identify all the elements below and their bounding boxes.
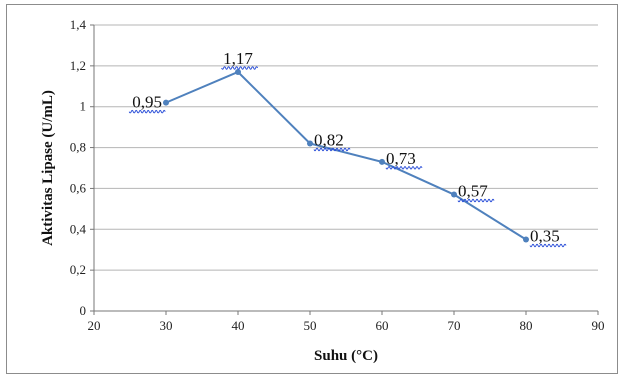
x-tick-label: 30 [160,318,173,333]
x-tick-label: 80 [520,318,533,333]
data-point [307,140,313,147]
y-tick-labels: 0 0,2 0,4 0,6 0,8 1 1,2 1,4 [70,17,87,318]
spellcheck-underline [313,147,351,152]
spellcheck-underline [128,109,166,114]
spellcheck-underline [529,243,567,248]
data-label: 0,73 [386,149,416,168]
x-tick-label: 20 [88,318,101,333]
spellcheck-underline [385,166,423,170]
x-tick-label: 60 [376,318,389,333]
y-tick-label: 0,6 [70,180,87,195]
series-polyline [165,70,527,241]
data-point [523,236,529,243]
data-point [451,191,457,198]
y-tick-label: 1,4 [70,17,87,32]
data-label: 0,82 [314,130,344,149]
data-label: 0,57 [458,182,488,201]
y-tick-label: 0,2 [70,262,86,277]
y-axis-title: Aktivitas Lipase (U/mL) [40,90,56,246]
spellcheck-underline [457,198,495,203]
spellcheck-underline [221,66,259,70]
y-tick-label: 1 [80,99,87,114]
data-point [163,99,169,106]
x-axis-title: Suhu (°C) [314,348,378,364]
data-label: 0,95 [132,93,162,112]
y-tick-label: 0 [80,303,87,318]
data-labels: 0,95 1,17 0,82 0,73 0,57 0,35 [128,49,567,248]
y-tick-label: 1,2 [70,58,86,73]
x-tick-label: 70 [448,318,461,333]
data-label: 1,17 [223,49,253,68]
data-point [379,158,385,165]
x-tick-labels: 20 30 40 50 60 70 80 90 [88,318,605,333]
x-tick-label: 90 [592,318,605,333]
y-tick-label: 0,8 [70,140,86,155]
x-tick-label: 50 [304,318,317,333]
x-tick-label: 40 [232,318,245,333]
axes [90,24,599,315]
data-label: 0,35 [530,227,560,246]
y-tick-label: 0,4 [70,221,87,236]
data-point [235,68,241,75]
series-line [163,68,529,243]
gridlines [94,24,598,271]
